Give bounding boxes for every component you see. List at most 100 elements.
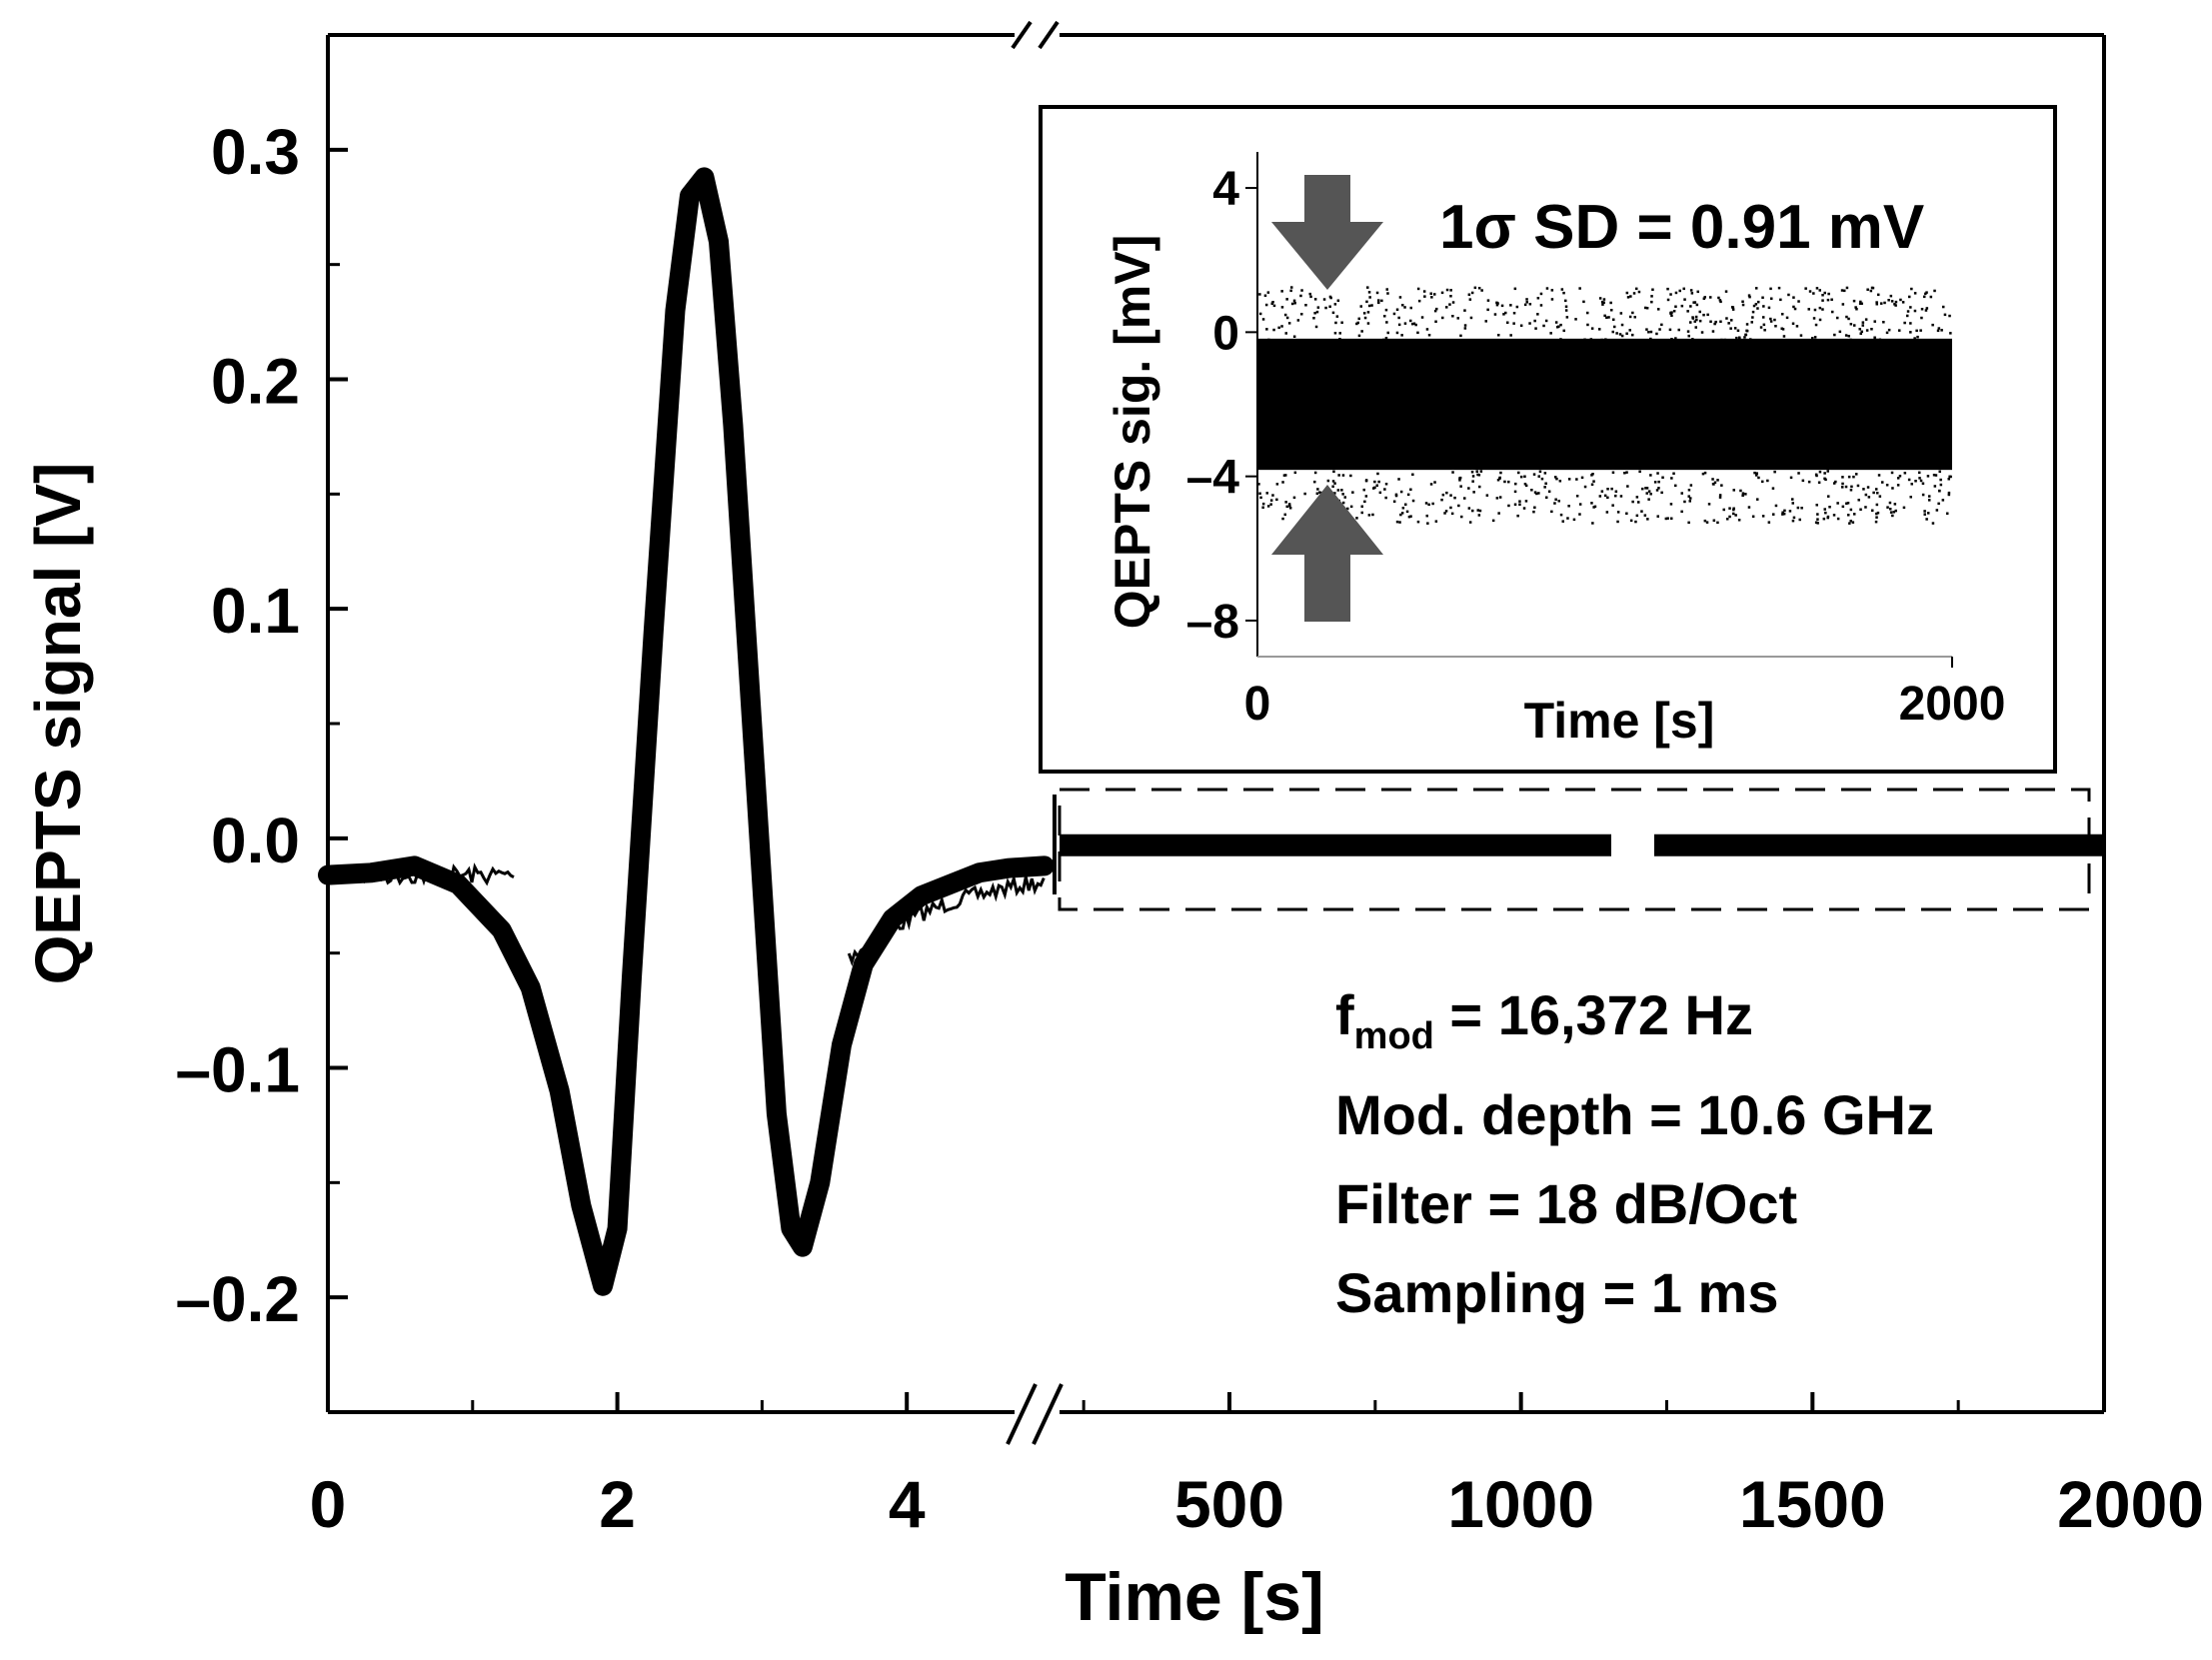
inset-noise-point [1816,513,1819,516]
inset-noise-point [1440,291,1444,295]
inset-noise-point [1927,512,1930,515]
inset-noise-point [1909,331,1912,334]
inset-noise-point [1759,326,1763,329]
inset-noise-point [1620,334,1624,338]
inset-noise-point [1858,302,1862,305]
inset-noise-point [1826,298,1830,302]
inset-noise-point [1598,495,1602,498]
inset-noise-point [1907,478,1911,482]
inset-noise-point [1735,336,1738,340]
inset-noise-point [1475,470,1478,473]
inset-noise-point [1779,298,1782,302]
inset-noise-point [1890,300,1894,303]
inset-noise-point [1543,472,1547,475]
inset-noise-point [1287,322,1291,325]
inset-noise-point [1280,325,1283,328]
inset-noise-point [1392,500,1396,503]
inset-y-tick-label: –4 [1186,452,1240,505]
inset-noise-point [1683,298,1686,301]
inset-noise-point [1823,472,1826,475]
inset-noise-point [1493,313,1497,316]
inset-noise-point [1373,480,1376,484]
inset-noise-point [1706,313,1709,317]
inset-noise-point [1875,338,1878,342]
inset-noise-point [1618,333,1622,336]
inset-noise-point [1478,509,1482,513]
inset-noise-point [1261,318,1265,321]
inset-noise-point [1602,301,1605,304]
inset-noise-point [1313,480,1316,484]
inset-noise-point [1933,485,1937,488]
inset-noise-point [1695,303,1699,307]
inset-noise-point [1647,331,1650,334]
inset-noise-point [1512,322,1515,325]
inset-noise-point [1745,323,1749,326]
inset-noise-point [1538,470,1542,474]
x-tick-label: 2 [599,1467,636,1541]
inset-noise-point [1451,315,1454,318]
inset-noise-point [1382,338,1385,342]
inset-noise-point [1610,487,1613,491]
inset-noise-point [1309,295,1312,299]
inset-noise-point [1530,489,1533,492]
inset-noise-point [1918,471,1921,475]
inset-noise-point [1910,483,1913,486]
inset-noise-point [1266,291,1270,294]
inset-noise-point [1711,478,1714,481]
inset-noise-point [1448,303,1451,306]
inset-noise-point [1469,316,1473,320]
inset-noise-point [1385,321,1388,324]
inset-noise-point [1625,471,1628,474]
annotation-mod-depth: Mod. depth = 10.6 GHz [1335,1083,1934,1146]
inset-noise-point [1782,512,1786,516]
inset-noise-point [1824,511,1827,515]
inset-noise-point [1857,499,1860,502]
inset-noise-point [1655,489,1659,492]
inset-noise-point [1449,289,1452,292]
inset-noise-point [1674,484,1677,488]
inset-noise-point [1932,474,1936,477]
inset-noise-point [1913,292,1917,295]
inset-noise-point [1559,338,1562,341]
inset-noise-point [1463,324,1467,327]
inset-noise-point [1818,289,1821,292]
inset-noise-point [1719,300,1722,304]
inset-noise-point [1459,485,1462,488]
inset-noise-point [1383,315,1386,318]
inset-noise-point [1730,319,1733,322]
inset-noise-point [1817,481,1821,484]
inset-noise-point [1368,296,1371,299]
inset-noise-point [1451,471,1454,474]
inset-noise-point [1331,485,1334,488]
inset-noise-point [1384,483,1388,486]
inset-noise-point [1946,512,1949,515]
inset-noise-point [1814,323,1818,327]
inset-noise-point [1333,332,1337,335]
inset-noise-point [1603,494,1607,498]
inset-noise-point [1678,289,1681,293]
inset-noise-point [1928,495,1931,498]
inset-noise-point [1753,471,1756,475]
inset-noise-point [1477,474,1481,477]
inset-noise-point [1645,328,1648,331]
inset-noise-point [1449,494,1452,497]
inset-noise-point [1891,487,1894,490]
inset-noise-point [1550,298,1554,301]
inset-noise-point [1316,306,1320,309]
inset-noise-point [1750,321,1753,324]
inset-x-axis-title: Time [s] [1524,693,1715,749]
inset-noise-point [1583,485,1587,489]
x-axis: 0 2 4 500 1000 1500 2000 [310,1392,2204,1541]
inset-noise-point [1433,293,1436,296]
inset-noise-point [1604,338,1607,341]
inset-noise-point [1689,305,1692,308]
inset-noise-point [1644,487,1647,490]
inset-noise-point [1589,338,1593,341]
inset-noise-point [1823,508,1826,511]
inset-noise-point [1334,321,1337,325]
inset-noise-point [1923,513,1926,516]
inset-noise-point [1557,500,1560,503]
inset-noise-point [1821,308,1824,311]
inset-noise-point [1781,313,1784,316]
inset-noise-point [1813,336,1817,339]
